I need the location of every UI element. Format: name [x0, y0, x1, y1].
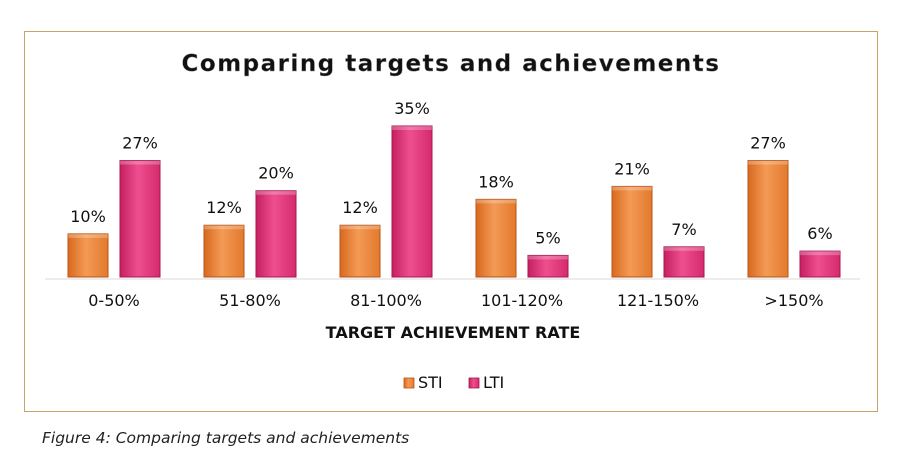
bar-top-highlight — [392, 126, 432, 130]
bar-top-highlight — [476, 199, 516, 204]
legend: STI LTI — [403, 373, 504, 392]
legend-swatch-lti — [468, 377, 480, 389]
legend-label-sti: STI — [418, 373, 443, 392]
bar-lti-2 — [391, 125, 433, 278]
figure-caption: Figure 4: Comparing targets and achievem… — [42, 429, 410, 447]
data-label-lti-0: 27% — [122, 134, 158, 153]
bar-chart: Comparing targets and achievements 10% 27… — [45, 51, 860, 392]
x-tick-label-0: 0-50% — [88, 291, 140, 310]
data-label-lti-2: 35% — [394, 99, 430, 118]
x-tick-label-5: >150% — [764, 291, 823, 310]
data-label-sti-5: 27% — [750, 134, 786, 153]
bar-top-highlight — [528, 255, 568, 260]
legend-swatch-sti — [403, 377, 415, 389]
bar-sti-5 — [747, 160, 789, 278]
data-label-sti-1: 12% — [206, 198, 242, 217]
bar-top-highlight — [120, 160, 160, 165]
bar-top-highlight — [204, 225, 244, 230]
bar-sti-0 — [67, 233, 109, 278]
bar-top-highlight — [68, 233, 108, 238]
legend-label-lti: LTI — [483, 373, 504, 392]
data-label-sti-3: 18% — [478, 172, 514, 191]
data-label-lti-4: 7% — [671, 220, 696, 239]
data-label-lti-3: 5% — [535, 228, 560, 247]
x-tick-label-4: 121-150% — [617, 291, 699, 310]
data-label-lti-1: 20% — [258, 164, 294, 183]
bar-sti-3 — [475, 198, 517, 278]
bar-sti-1 — [203, 224, 245, 278]
bar-sti-2 — [339, 224, 381, 278]
bar-sti-4 — [611, 185, 653, 278]
chart-title: Comparing targets and achievements — [182, 51, 721, 77]
bar-top-highlight — [664, 246, 704, 251]
bar-lti-4 — [663, 246, 705, 278]
chart-frame — [24, 31, 878, 412]
bar-lti-0 — [119, 160, 161, 278]
bar-lti-3 — [527, 254, 569, 278]
bar-top-highlight — [800, 251, 840, 256]
data-label-sti-2: 12% — [342, 198, 378, 217]
x-tick-label-2: 81-100% — [350, 291, 422, 310]
data-label-sti-4: 21% — [614, 159, 650, 178]
bar-top-highlight — [612, 186, 652, 191]
bar-top-highlight — [340, 225, 380, 230]
bar-lti-5 — [799, 250, 841, 278]
bar-top-highlight — [256, 190, 296, 195]
x-tick-label-1: 51-80% — [219, 291, 281, 310]
data-label-sti-0: 10% — [70, 207, 106, 226]
data-label-lti-5: 6% — [807, 224, 832, 243]
bar-lti-1 — [255, 190, 297, 278]
x-axis-label: TARGET ACHIEVEMENT RATE — [326, 323, 581, 342]
x-tick-label-3: 101-120% — [481, 291, 563, 310]
bar-top-highlight — [748, 160, 788, 165]
